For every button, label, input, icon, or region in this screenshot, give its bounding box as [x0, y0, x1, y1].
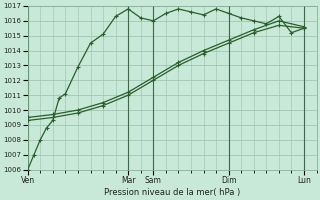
X-axis label: Pression niveau de la mer( hPa ): Pression niveau de la mer( hPa )	[104, 188, 240, 197]
